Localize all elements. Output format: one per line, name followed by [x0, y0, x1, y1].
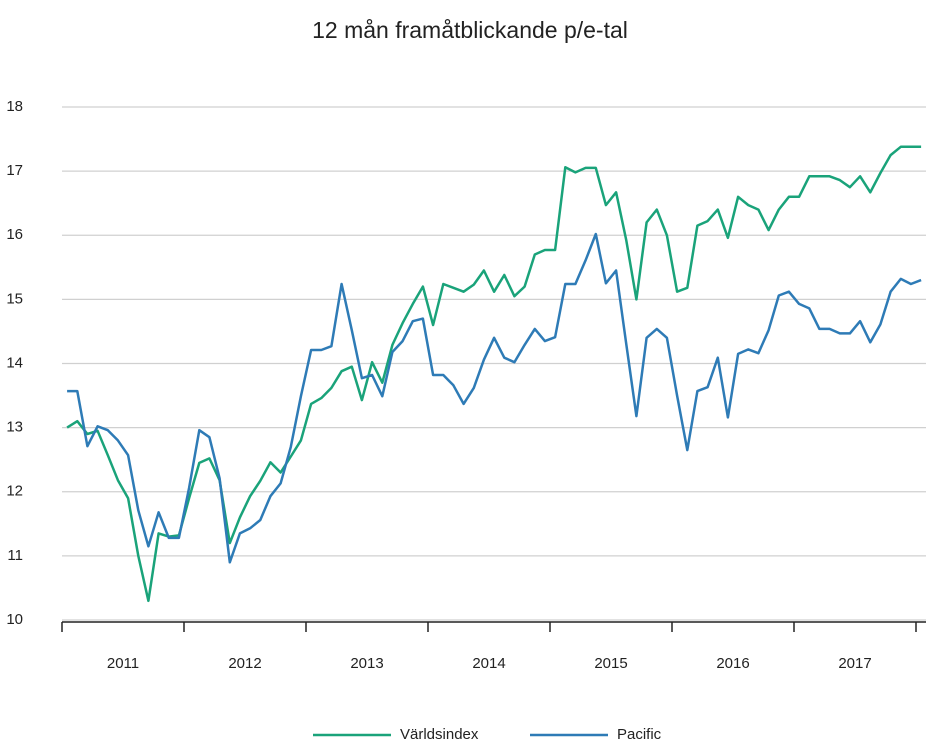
y-tick-label: 11: [7, 547, 23, 564]
x-tick-label: 2013: [350, 655, 383, 672]
y-tick-label: 16: [6, 226, 23, 243]
x-tick-label: 2014: [472, 655, 505, 672]
legend-label: Världsindex: [400, 726, 479, 743]
y-tick-label: 17: [6, 162, 23, 179]
y-tick-label: 12: [6, 483, 23, 500]
y-tick-label: 10: [6, 611, 23, 628]
y-tick-label: 15: [6, 290, 23, 307]
y-tick-label: 18: [6, 98, 23, 115]
x-tick-label: 2017: [838, 655, 871, 672]
x-tick-label: 2016: [716, 655, 749, 672]
chart-title: 12 mån framåtblickande p/e-tal: [312, 17, 628, 43]
x-tick-label: 2012: [228, 655, 261, 672]
x-tick-label: 2015: [594, 655, 627, 672]
series-line: [66, 145, 922, 603]
series-line: [67, 232, 922, 564]
y-tick-label: 14: [6, 354, 23, 371]
x-tick-label: 2011: [107, 655, 139, 672]
legend-label: Pacific: [617, 726, 662, 743]
y-tick-label: 13: [6, 419, 23, 436]
